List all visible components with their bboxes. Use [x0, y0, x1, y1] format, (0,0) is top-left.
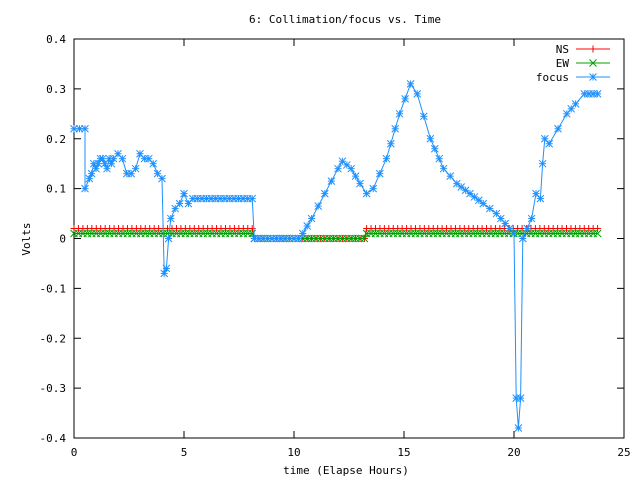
legend-marker	[589, 59, 597, 67]
legend-label: NS	[556, 43, 569, 56]
data-point	[248, 225, 256, 233]
data-point	[419, 112, 428, 121]
data-point	[303, 222, 312, 230]
data-point	[180, 189, 188, 198]
data-point	[314, 202, 323, 210]
data-point	[81, 124, 89, 133]
data-point	[248, 194, 257, 203]
data-point	[426, 134, 435, 143]
data-point	[347, 164, 356, 173]
data-point	[356, 179, 364, 188]
data-point	[158, 174, 166, 183]
x-tick-label: 5	[181, 446, 188, 459]
data-point	[594, 225, 602, 233]
data-point	[307, 214, 316, 223]
data-point	[510, 229, 518, 238]
data-point	[413, 90, 422, 98]
legend-label: focus	[536, 71, 569, 84]
data-point	[369, 184, 378, 193]
data-point	[435, 154, 444, 163]
x-tick-label: 0	[71, 446, 78, 459]
y-tick-label: 0.1	[46, 183, 66, 196]
data-point	[430, 144, 439, 153]
data-point	[518, 234, 527, 243]
x-tick-label: 10	[287, 446, 300, 459]
series-focus	[70, 80, 602, 432]
data-point	[593, 229, 602, 238]
data-point	[457, 183, 466, 191]
data-point	[175, 199, 184, 208]
data-point	[162, 264, 171, 273]
data-point	[516, 394, 525, 402]
data-point	[461, 186, 470, 195]
y-tick-label: 0.2	[46, 133, 66, 146]
y-tick-label: -0.3	[40, 382, 67, 395]
data-point	[545, 139, 554, 148]
data-point	[362, 189, 371, 198]
data-point	[118, 154, 127, 163]
data-point	[470, 193, 479, 201]
data-point	[485, 204, 494, 213]
data-point	[474, 196, 483, 205]
data-point	[536, 194, 545, 203]
data-point	[523, 224, 532, 233]
data-point	[166, 214, 175, 223]
data-point	[406, 80, 415, 88]
y-tick-label: 0.3	[46, 83, 66, 96]
data-point	[81, 184, 89, 193]
x-tick-label: 20	[507, 446, 520, 459]
data-point	[131, 164, 140, 173]
legend-marker	[589, 73, 597, 81]
data-point	[466, 189, 474, 198]
data-point	[538, 159, 547, 168]
data-point	[571, 99, 580, 108]
series-line-ew	[74, 233, 598, 239]
x-axis-label: time (Elapse Hours)	[283, 464, 409, 477]
data-point	[386, 139, 395, 148]
series-group	[70, 80, 602, 432]
data-point	[334, 164, 342, 173]
data-point	[439, 164, 448, 173]
y-tick-label: 0	[59, 233, 66, 246]
y-tick-label: -0.2	[40, 332, 67, 345]
data-point	[327, 177, 336, 185]
axes: -0.4 -0.3 -0.2 -0.1 0 0.1 0.2 0.3 0.4 0 5 10 15 20 25	[40, 33, 631, 459]
legend-label: EW	[556, 57, 570, 70]
data-point	[382, 154, 391, 163]
data-point	[164, 234, 173, 243]
data-point	[298, 229, 307, 238]
data-point	[554, 124, 562, 133]
x-tick-label: 25	[617, 446, 630, 459]
data-point	[395, 109, 404, 118]
data-point	[401, 94, 409, 103]
data-point	[527, 214, 536, 223]
y-tick-label: -0.1	[40, 282, 67, 295]
y-axis-label: Volts	[20, 222, 33, 255]
data-point	[514, 424, 523, 432]
data-point	[452, 179, 461, 188]
chart-title: 6: Collimation/focus vs. Time	[249, 13, 441, 26]
data-point	[360, 234, 369, 243]
legend-marker	[589, 45, 597, 53]
data-point	[446, 172, 455, 181]
x-tick-label: 15	[397, 446, 410, 459]
y-tick-label: -0.4	[40, 432, 67, 445]
data-point	[391, 124, 400, 133]
data-point	[351, 172, 360, 181]
data-point	[149, 159, 158, 168]
data-point	[375, 169, 384, 178]
data-point	[593, 90, 602, 98]
data-point	[479, 199, 488, 208]
data-point	[320, 189, 329, 198]
y-tick-label: 0.4	[46, 33, 66, 46]
